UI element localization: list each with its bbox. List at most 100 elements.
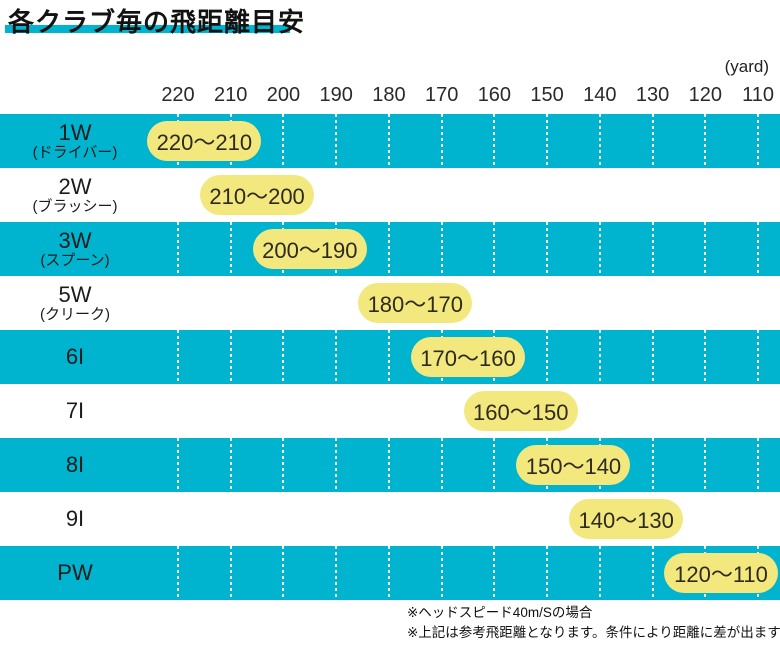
gridline xyxy=(282,546,285,600)
gridline xyxy=(598,222,601,276)
gridline xyxy=(598,546,601,600)
axis-tick-label: 180 xyxy=(372,84,406,106)
gridline xyxy=(440,114,443,168)
gridline xyxy=(387,330,390,384)
distance-range-pill: 150〜140 xyxy=(516,445,631,485)
axis-tick-label: 150 xyxy=(530,84,564,106)
distance-range-pill: 220〜210 xyxy=(147,121,262,161)
row-8i: 8I 150〜140 xyxy=(0,438,780,492)
club-name: 1W xyxy=(58,120,92,146)
gridline xyxy=(493,114,496,168)
axis-unit-label: (yard) xyxy=(724,57,769,76)
gridline xyxy=(757,114,760,168)
gridline xyxy=(546,546,549,600)
distance-range-pill: 170〜160 xyxy=(411,337,525,377)
distance-range-pill: 160〜150 xyxy=(463,391,578,431)
gridline xyxy=(546,222,549,276)
gridline xyxy=(177,546,179,600)
gridline xyxy=(335,330,338,384)
gridline xyxy=(177,330,179,384)
gridline xyxy=(387,114,390,168)
gridline xyxy=(546,330,549,384)
row-3w: 3W (スプーン) 200〜190 xyxy=(0,222,780,276)
gridline xyxy=(440,222,443,276)
axis-tick-label: 220 xyxy=(161,84,195,106)
gridline xyxy=(493,222,496,276)
club-name: 3W xyxy=(58,228,92,254)
gridline xyxy=(598,330,601,384)
club-name: 7I xyxy=(65,398,85,424)
title-underline-bar xyxy=(5,25,290,33)
club-label: PW xyxy=(0,546,150,600)
club-label: 3W (スプーン) xyxy=(0,222,150,276)
gridline xyxy=(757,330,760,384)
footer-note-line: ※ヘッドスピード40m/Sの場合 xyxy=(407,605,593,620)
axis-tick-label: 110 xyxy=(742,84,774,106)
club-label: 5W (クリーク) xyxy=(0,276,150,330)
axis-tick-label: 190 xyxy=(319,84,353,106)
gridline xyxy=(440,546,443,600)
gridline xyxy=(282,330,285,384)
gridline xyxy=(598,114,601,168)
distance-range-pill: 210〜200 xyxy=(200,175,315,215)
row-5w: 5W (クリーク) 180〜170 xyxy=(0,276,780,330)
gridline xyxy=(282,438,285,492)
page-title: 各クラブ毎の飛距離目安 xyxy=(8,7,306,37)
club-name: 2W xyxy=(58,174,92,200)
club-name: 6I xyxy=(65,344,85,370)
axis-tick-label: 210 xyxy=(214,84,248,106)
gridline xyxy=(335,546,338,600)
gridline xyxy=(704,330,707,384)
gridline xyxy=(177,222,179,276)
gridline xyxy=(651,438,654,492)
distance-range-pill: 180〜170 xyxy=(358,283,473,323)
club-name: 8I xyxy=(65,452,85,478)
gridline xyxy=(704,438,707,492)
gridline xyxy=(546,114,549,168)
club-subname: (ブラッシー) xyxy=(32,197,118,215)
footer-notes: ※ヘッドスピード40m/Sの場合 ※上記は参考飛距離となります。条件により距離に… xyxy=(407,603,780,642)
axis-tick-label: 170 xyxy=(424,84,459,106)
gridline xyxy=(229,546,232,600)
club-subname: (ドライバー) xyxy=(32,143,118,161)
gridline xyxy=(651,330,654,384)
gridline xyxy=(335,438,338,492)
gridline xyxy=(493,438,496,492)
axis-tick-label: 200 xyxy=(266,84,301,106)
gridline xyxy=(387,438,390,492)
gridline xyxy=(229,330,232,384)
club-label: 8I xyxy=(0,438,150,492)
gridline xyxy=(229,222,232,276)
gridline xyxy=(651,114,654,168)
club-name: 9I xyxy=(65,506,85,532)
gridline xyxy=(177,438,179,492)
club-subname: (スプーン) xyxy=(40,251,110,269)
distance-range-pill: 120〜110 xyxy=(664,553,778,593)
footer-note-line: ※上記は参考飛距離となります。条件により距離に差が出ます。 xyxy=(407,624,780,640)
gridline xyxy=(757,222,760,276)
row-7i: 7I 160〜150 xyxy=(0,384,780,438)
club-label: 7I xyxy=(0,384,150,438)
row-pw: PW 120〜110 xyxy=(0,546,780,600)
gridline xyxy=(757,438,760,492)
gridline xyxy=(704,222,707,276)
gridline xyxy=(651,546,654,600)
distance-range-pill: 140〜130 xyxy=(569,499,684,539)
gridline xyxy=(493,546,496,600)
gridline xyxy=(387,546,390,600)
gridline xyxy=(387,222,390,276)
gridline xyxy=(704,114,707,168)
row-9i: 9I 140〜130 xyxy=(0,492,780,546)
gridline xyxy=(651,222,654,276)
gridline xyxy=(440,438,443,492)
axis-tick-label: 120 xyxy=(688,84,722,106)
club-name: PW xyxy=(57,560,93,586)
gridline xyxy=(282,114,285,168)
axis-tick-label: 160 xyxy=(477,84,512,106)
club-label: 1W (ドライバー) xyxy=(0,114,150,168)
club-label: 6I xyxy=(0,330,150,384)
row-1w: 1W (ドライバー) 220〜210 xyxy=(0,114,780,168)
axis-tick-label: 140 xyxy=(583,84,617,106)
club-name: 5W xyxy=(58,282,92,308)
